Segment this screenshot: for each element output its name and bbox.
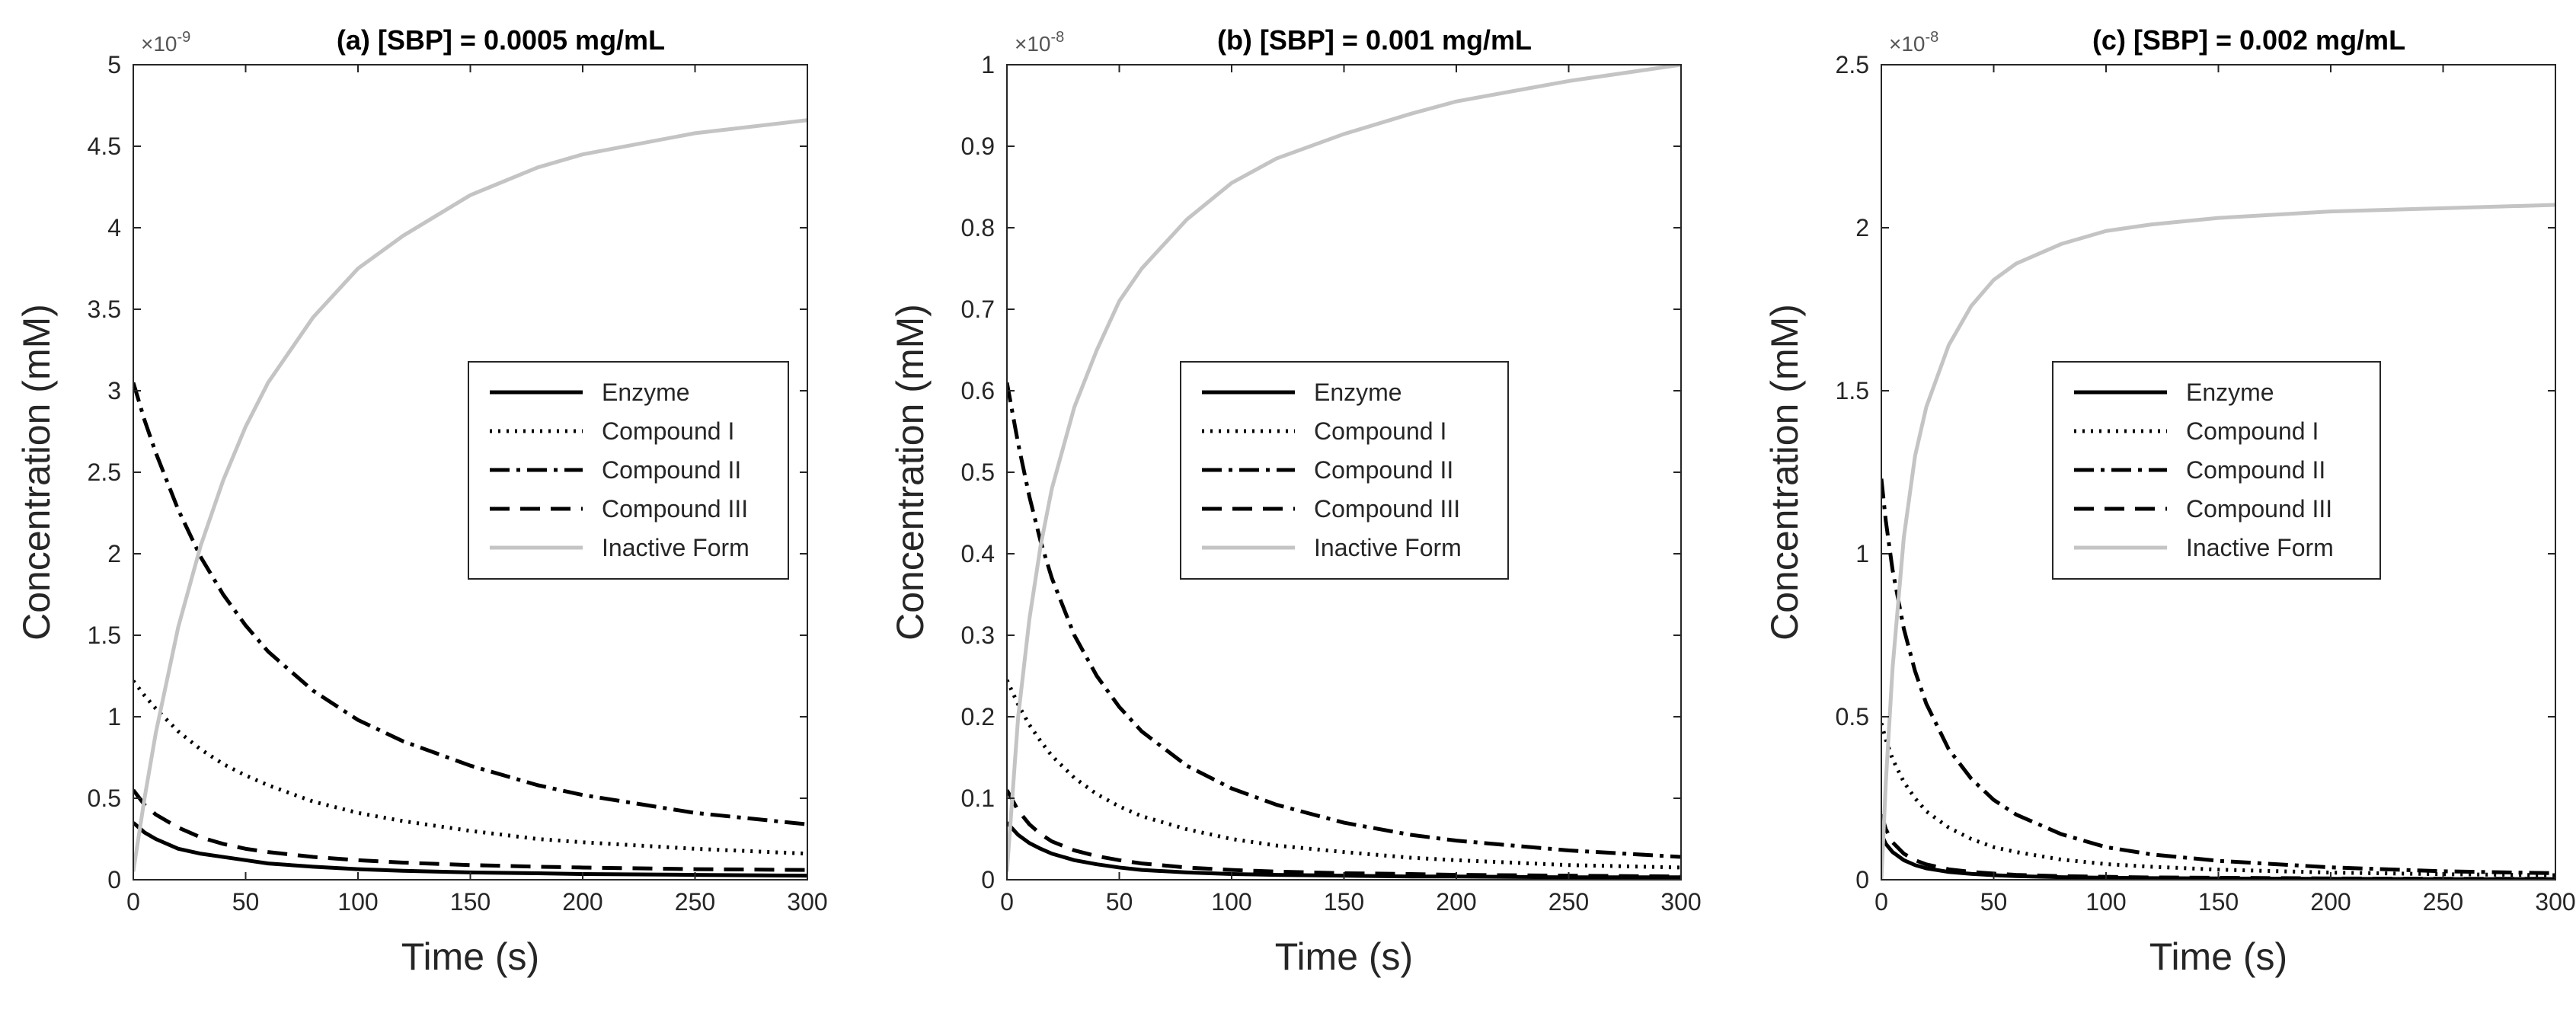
legend-label-compound-ii: Compound II: [1314, 456, 1453, 484]
x-tick-label: 50: [1106, 888, 1133, 916]
x-tick-label: 200: [2310, 888, 2351, 916]
y-axis-label: Concentration (mM): [1763, 304, 1806, 641]
y-tick-label: 0.5: [961, 459, 995, 486]
y-tick-label: 0.9: [961, 133, 995, 160]
y-tick-label: 0.1: [961, 785, 995, 812]
x-tick-label: 100: [337, 888, 378, 916]
y-tick-label: 0.6: [961, 377, 995, 404]
chart-title: (c) [SBP] = 0.002 mg/mL: [2092, 24, 2405, 56]
axis-exponent-label: ×10-8: [1015, 29, 1064, 56]
y-tick-label: 2.5: [88, 459, 121, 486]
y-tick-label: 1: [981, 51, 995, 78]
legend-label-compound-i: Compound I: [602, 417, 734, 445]
legend-label-inactive-form: Inactive Form: [1314, 534, 1462, 561]
legend-label-enzyme: Enzyme: [2186, 379, 2274, 406]
legend-label-compound-ii: Compound II: [2186, 456, 2325, 484]
series-line-inactive-form: [1007, 65, 1681, 872]
series-line-compound-ii: [1007, 382, 1681, 859]
y-tick-label: 2: [1855, 214, 1869, 241]
series-line-compound-iii: [1007, 789, 1681, 879]
x-tick-label: 150: [1324, 888, 1364, 916]
x-tick-label: 50: [232, 888, 260, 916]
legend-label-inactive-form: Inactive Form: [602, 534, 749, 561]
y-tick-label: 0.3: [961, 622, 995, 649]
y-tick-label: 2: [107, 540, 121, 567]
x-axis-label: Time (s): [1275, 935, 1413, 978]
legend-box: [1180, 361, 1509, 580]
y-tick-label: 3.5: [88, 296, 121, 323]
y-axis-label: Concentration (mM): [15, 304, 58, 641]
series-line-compound-i: [133, 679, 807, 856]
legend-label-compound-iii: Compound III: [1314, 495, 1460, 523]
x-tick-label: 300: [1660, 888, 1701, 916]
series-line-compound-iii: [133, 788, 807, 872]
chart-title: (a) [SBP] = 0.0005 mg/mL: [337, 24, 665, 56]
chart-panel-3: 0 50 100 150 200 250 300 0 0.5 1 1.5 2 2.5 ×10-8 (c) […: [1763, 24, 2576, 978]
y-tick-label: 5: [107, 51, 121, 78]
x-axis-label: Time (s): [2149, 935, 2287, 978]
y-tick-label: 1: [1855, 540, 1869, 567]
legend-label-inactive-form: Inactive Form: [2186, 534, 2334, 561]
legend-label-compound-iii: Compound III: [2186, 495, 2332, 523]
x-tick-label: 0: [1000, 888, 1014, 916]
y-tick-label: 0: [981, 866, 995, 893]
legend-label-compound-iii: Compound III: [602, 495, 748, 523]
y-tick-label: 0: [107, 866, 121, 893]
series-line-inactive-form: [1881, 203, 2555, 880]
series-line-compound-i: [1007, 679, 1681, 870]
y-tick-label: 0: [1855, 866, 1869, 893]
chart-title: (b) [SBP] = 0.001 mg/mL: [1217, 24, 1532, 56]
legend-label-enzyme: Enzyme: [1314, 379, 1402, 406]
legend-box: [468, 361, 789, 580]
y-tick-label: 1.5: [88, 622, 121, 649]
chart-panel-1: 0 50 100 150 200 250 300 0 0.5 1 1.5 2 2.5 3 3.5 4 4.5 5 ×…: [15, 24, 828, 978]
x-tick-label: 250: [2423, 888, 2463, 916]
x-axis-label: Time (s): [401, 935, 539, 978]
legend: Enzyme Compound I Compound II Compound III I…: [468, 361, 789, 580]
legend-label-compound-i: Compound I: [1314, 417, 1446, 445]
y-tick-label: 0.4: [961, 540, 995, 567]
y-tick-label: 1: [107, 703, 121, 730]
series-line-enzyme: [1007, 821, 1681, 880]
x-tick-label: 200: [1436, 888, 1476, 916]
legend-label-enzyme: Enzyme: [602, 379, 690, 406]
y-tick-label: 1.5: [1836, 377, 1869, 404]
x-tick-label: 250: [675, 888, 715, 916]
series-line-compound-ii: [1881, 478, 2555, 875]
y-tick-label: 0.2: [961, 703, 995, 730]
x-tick-label: 50: [1980, 888, 2008, 916]
chart-panel-2: 0 50 100 150 200 250 300 0 0.1 0.2 0.3 0.4 0.5 0.6 0.7…: [889, 24, 1702, 978]
x-tick-label: 0: [1874, 888, 1888, 916]
y-tick-label: 4.5: [88, 133, 121, 160]
legend-box: [2052, 361, 2381, 580]
x-tick-label: 100: [2085, 888, 2126, 916]
x-tick-label: 300: [787, 888, 827, 916]
y-axis-label: Concentration (mM): [889, 304, 932, 641]
series-line-enzyme: [133, 821, 807, 878]
x-tick-label: 300: [2535, 888, 2575, 916]
y-tick-label: 4: [107, 214, 121, 241]
x-tick-label: 150: [2198, 888, 2239, 916]
legend: Enzyme Compound I Compound II Compound III I…: [2052, 361, 2381, 580]
y-tick-label: 0.8: [961, 214, 995, 241]
legend-label-compound-i: Compound I: [2186, 417, 2319, 445]
x-tick-label: 250: [1548, 888, 1589, 916]
y-tick-label: 0.5: [1836, 703, 1869, 730]
y-tick-label: 3: [107, 377, 121, 404]
series-line-inactive-form: [133, 118, 807, 872]
axis-exponent-label: ×10-9: [141, 29, 190, 56]
y-tick-label: 0.7: [961, 296, 995, 323]
series-line-compound-ii: [133, 382, 807, 826]
axis-exponent-label: ×10-8: [1889, 29, 1938, 56]
x-tick-label: 200: [562, 888, 602, 916]
x-tick-label: 0: [126, 888, 140, 916]
y-tick-label: 2.5: [1836, 51, 1869, 78]
series-line-compound-i: [1881, 722, 2555, 877]
x-tick-label: 100: [1211, 888, 1251, 916]
x-tick-label: 150: [450, 888, 491, 916]
y-tick-label: 0.5: [88, 785, 121, 812]
legend-label-compound-ii: Compound II: [602, 456, 741, 484]
legend: Enzyme Compound I Compound II Compound III I…: [1180, 361, 1509, 580]
